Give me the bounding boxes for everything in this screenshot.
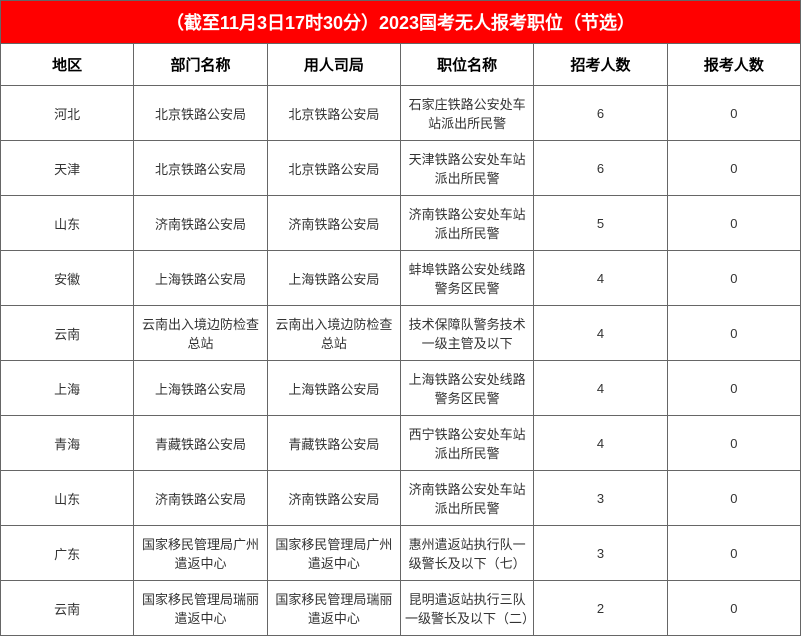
- table-row: 云南 云南出入境边防检查总站 云南出入境边防检查总站 技术保障队警务技术一级主管…: [1, 306, 801, 361]
- cell-bureau: 济南铁路公安局: [267, 196, 400, 251]
- cell-dept: 青藏铁路公安局: [134, 416, 267, 471]
- cell-bureau: 国家移民管理局广州遣返中心: [267, 526, 400, 581]
- cell-bureau: 北京铁路公安局: [267, 86, 400, 141]
- cell-recruit: 4: [534, 361, 667, 416]
- table-row: 安徽 上海铁路公安局 上海铁路公安局 蚌埠铁路公安处线路警务区民警 4 0: [1, 251, 801, 306]
- cell-region: 天津: [1, 141, 134, 196]
- cell-apply: 0: [667, 196, 800, 251]
- table-row: 云南 国家移民管理局瑞丽遣返中心 国家移民管理局瑞丽遣返中心 昆明遣返站执行三队…: [1, 581, 801, 636]
- cell-recruit: 4: [534, 306, 667, 361]
- cell-dept: 北京铁路公安局: [134, 86, 267, 141]
- cell-apply: 0: [667, 526, 800, 581]
- cell-region: 广东: [1, 526, 134, 581]
- cell-bureau: 济南铁路公安局: [267, 471, 400, 526]
- cell-region: 云南: [1, 581, 134, 636]
- cell-bureau: 国家移民管理局瑞丽遣返中心: [267, 581, 400, 636]
- cell-apply: 0: [667, 141, 800, 196]
- cell-recruit: 5: [534, 196, 667, 251]
- cell-position: 技术保障队警务技术一级主管及以下: [400, 306, 533, 361]
- cell-recruit: 2: [534, 581, 667, 636]
- table-row: 上海 上海铁路公安局 上海铁路公安局 上海铁路公安处线路警务区民警 4 0: [1, 361, 801, 416]
- cell-region: 安徽: [1, 251, 134, 306]
- cell-recruit: 4: [534, 416, 667, 471]
- cell-position: 西宁铁路公安处车站派出所民警: [400, 416, 533, 471]
- cell-position: 蚌埠铁路公安处线路警务区民警: [400, 251, 533, 306]
- header-apply: 报考人数: [667, 44, 800, 86]
- table-row: 广东 国家移民管理局广州遣返中心 国家移民管理局广州遣返中心 惠州遣返站执行队一…: [1, 526, 801, 581]
- header-bureau: 用人司局: [267, 44, 400, 86]
- cell-dept: 云南出入境边防检查总站: [134, 306, 267, 361]
- table-body: 河北 北京铁路公安局 北京铁路公安局 石家庄铁路公安处车站派出所民警 6 0 天…: [1, 86, 801, 636]
- cell-apply: 0: [667, 471, 800, 526]
- cell-apply: 0: [667, 306, 800, 361]
- cell-region: 云南: [1, 306, 134, 361]
- cell-apply: 0: [667, 416, 800, 471]
- table-row: 河北 北京铁路公安局 北京铁路公安局 石家庄铁路公安处车站派出所民警 6 0: [1, 86, 801, 141]
- cell-region: 青海: [1, 416, 134, 471]
- table-header-row: 地区 部门名称 用人司局 职位名称 招考人数 报考人数: [1, 44, 801, 86]
- header-position: 职位名称: [400, 44, 533, 86]
- cell-apply: 0: [667, 86, 800, 141]
- cell-position: 天津铁路公安处车站派出所民警: [400, 141, 533, 196]
- cell-region: 山东: [1, 196, 134, 251]
- cell-dept: 济南铁路公安局: [134, 471, 267, 526]
- cell-position: 济南铁路公安处车站派出所民警: [400, 471, 533, 526]
- cell-recruit: 4: [534, 251, 667, 306]
- table-container: （截至11月3日17时30分）2023国考无人报考职位（节选） 地区 部门名称 …: [0, 0, 801, 636]
- cell-position: 济南铁路公安处车站派出所民警: [400, 196, 533, 251]
- cell-apply: 0: [667, 581, 800, 636]
- table-row: 山东 济南铁路公安局 济南铁路公安局 济南铁路公安处车站派出所民警 5 0: [1, 196, 801, 251]
- cell-position: 惠州遣返站执行队一级警长及以下（七）: [400, 526, 533, 581]
- cell-dept: 国家移民管理局瑞丽遣返中心: [134, 581, 267, 636]
- cell-dept: 国家移民管理局广州遣返中心: [134, 526, 267, 581]
- cell-apply: 0: [667, 361, 800, 416]
- cell-bureau: 上海铁路公安局: [267, 361, 400, 416]
- cell-dept: 北京铁路公安局: [134, 141, 267, 196]
- cell-bureau: 青藏铁路公安局: [267, 416, 400, 471]
- cell-position: 昆明遣返站执行三队一级警长及以下（二）: [400, 581, 533, 636]
- cell-recruit: 3: [534, 526, 667, 581]
- header-recruit: 招考人数: [534, 44, 667, 86]
- cell-bureau: 北京铁路公安局: [267, 141, 400, 196]
- cell-dept: 上海铁路公安局: [134, 251, 267, 306]
- table-row: 山东 济南铁路公安局 济南铁路公安局 济南铁路公安处车站派出所民警 3 0: [1, 471, 801, 526]
- cell-recruit: 6: [534, 141, 667, 196]
- table-title-row: （截至11月3日17时30分）2023国考无人报考职位（节选）: [1, 1, 801, 44]
- header-region: 地区: [1, 44, 134, 86]
- cell-region: 山东: [1, 471, 134, 526]
- cell-region: 上海: [1, 361, 134, 416]
- cell-position: 石家庄铁路公安处车站派出所民警: [400, 86, 533, 141]
- cell-dept: 济南铁路公安局: [134, 196, 267, 251]
- header-dept: 部门名称: [134, 44, 267, 86]
- cell-position: 上海铁路公安处线路警务区民警: [400, 361, 533, 416]
- table-row: 天津 北京铁路公安局 北京铁路公安局 天津铁路公安处车站派出所民警 6 0: [1, 141, 801, 196]
- cell-bureau: 云南出入境边防检查总站: [267, 306, 400, 361]
- cell-recruit: 3: [534, 471, 667, 526]
- cell-apply: 0: [667, 251, 800, 306]
- cell-bureau: 上海铁路公安局: [267, 251, 400, 306]
- cell-region: 河北: [1, 86, 134, 141]
- positions-table: （截至11月3日17时30分）2023国考无人报考职位（节选） 地区 部门名称 …: [0, 0, 801, 636]
- table-title: （截至11月3日17时30分）2023国考无人报考职位（节选）: [1, 1, 801, 44]
- cell-recruit: 6: [534, 86, 667, 141]
- cell-dept: 上海铁路公安局: [134, 361, 267, 416]
- table-row: 青海 青藏铁路公安局 青藏铁路公安局 西宁铁路公安处车站派出所民警 4 0: [1, 416, 801, 471]
